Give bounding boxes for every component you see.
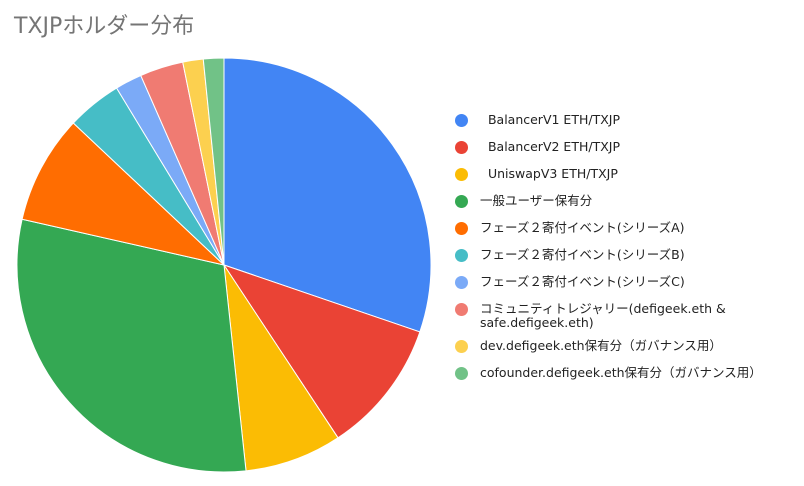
legend-swatch	[455, 114, 468, 127]
legend-swatch	[455, 340, 468, 353]
legend-label: UniswapV3 ETH/TXJP	[480, 167, 618, 181]
legend-item-9[interactable]: dev.defigeek.eth保有分（ガバナンス用）	[455, 339, 800, 366]
legend-item-8[interactable]: コミュニティトレジャリー(defigeek.eth & safe.defigee…	[455, 302, 800, 339]
legend-swatch	[455, 141, 468, 154]
legend-item-3[interactable]: UniswapV3 ETH/TXJP	[455, 167, 800, 194]
legend-label: フェーズ２寄付イベント(シリーズC)	[480, 275, 685, 289]
legend: BalancerV1 ETH/TXJP BalancerV2 ETH/TXJP …	[455, 113, 800, 393]
legend-item-2[interactable]: BalancerV2 ETH/TXJP	[455, 140, 800, 167]
legend-item-1[interactable]: BalancerV1 ETH/TXJP	[455, 113, 800, 140]
legend-label: BalancerV2 ETH/TXJP	[480, 140, 620, 154]
legend-swatch	[455, 195, 468, 208]
legend-label: フェーズ２寄付イベント(シリーズB)	[480, 248, 685, 262]
legend-swatch	[455, 276, 468, 289]
legend-item-7[interactable]: フェーズ２寄付イベント(シリーズC)	[455, 275, 800, 302]
legend-item-5[interactable]: フェーズ２寄付イベント(シリーズA)	[455, 221, 800, 248]
legend-label: BalancerV1 ETH/TXJP	[480, 113, 620, 127]
legend-label: フェーズ２寄付イベント(シリーズA)	[480, 221, 685, 235]
legend-swatch	[455, 303, 468, 316]
legend-label: コミュニティトレジャリー(defigeek.eth & safe.defigee…	[480, 302, 800, 330]
legend-swatch	[455, 367, 468, 380]
legend-label: dev.defigeek.eth保有分（ガバナンス用）	[480, 339, 722, 353]
legend-swatch	[455, 168, 468, 181]
legend-label: cofounder.defigeek.eth保有分（ガバナンス用）	[480, 366, 762, 380]
legend-item-4[interactable]: 一般ユーザー保有分	[455, 194, 800, 221]
legend-swatch	[455, 222, 468, 235]
legend-label: 一般ユーザー保有分	[480, 194, 592, 208]
legend-item-6[interactable]: フェーズ２寄付イベント(シリーズB)	[455, 248, 800, 275]
legend-item-10[interactable]: cofounder.defigeek.eth保有分（ガバナンス用）	[455, 366, 800, 393]
legend-swatch	[455, 249, 468, 262]
